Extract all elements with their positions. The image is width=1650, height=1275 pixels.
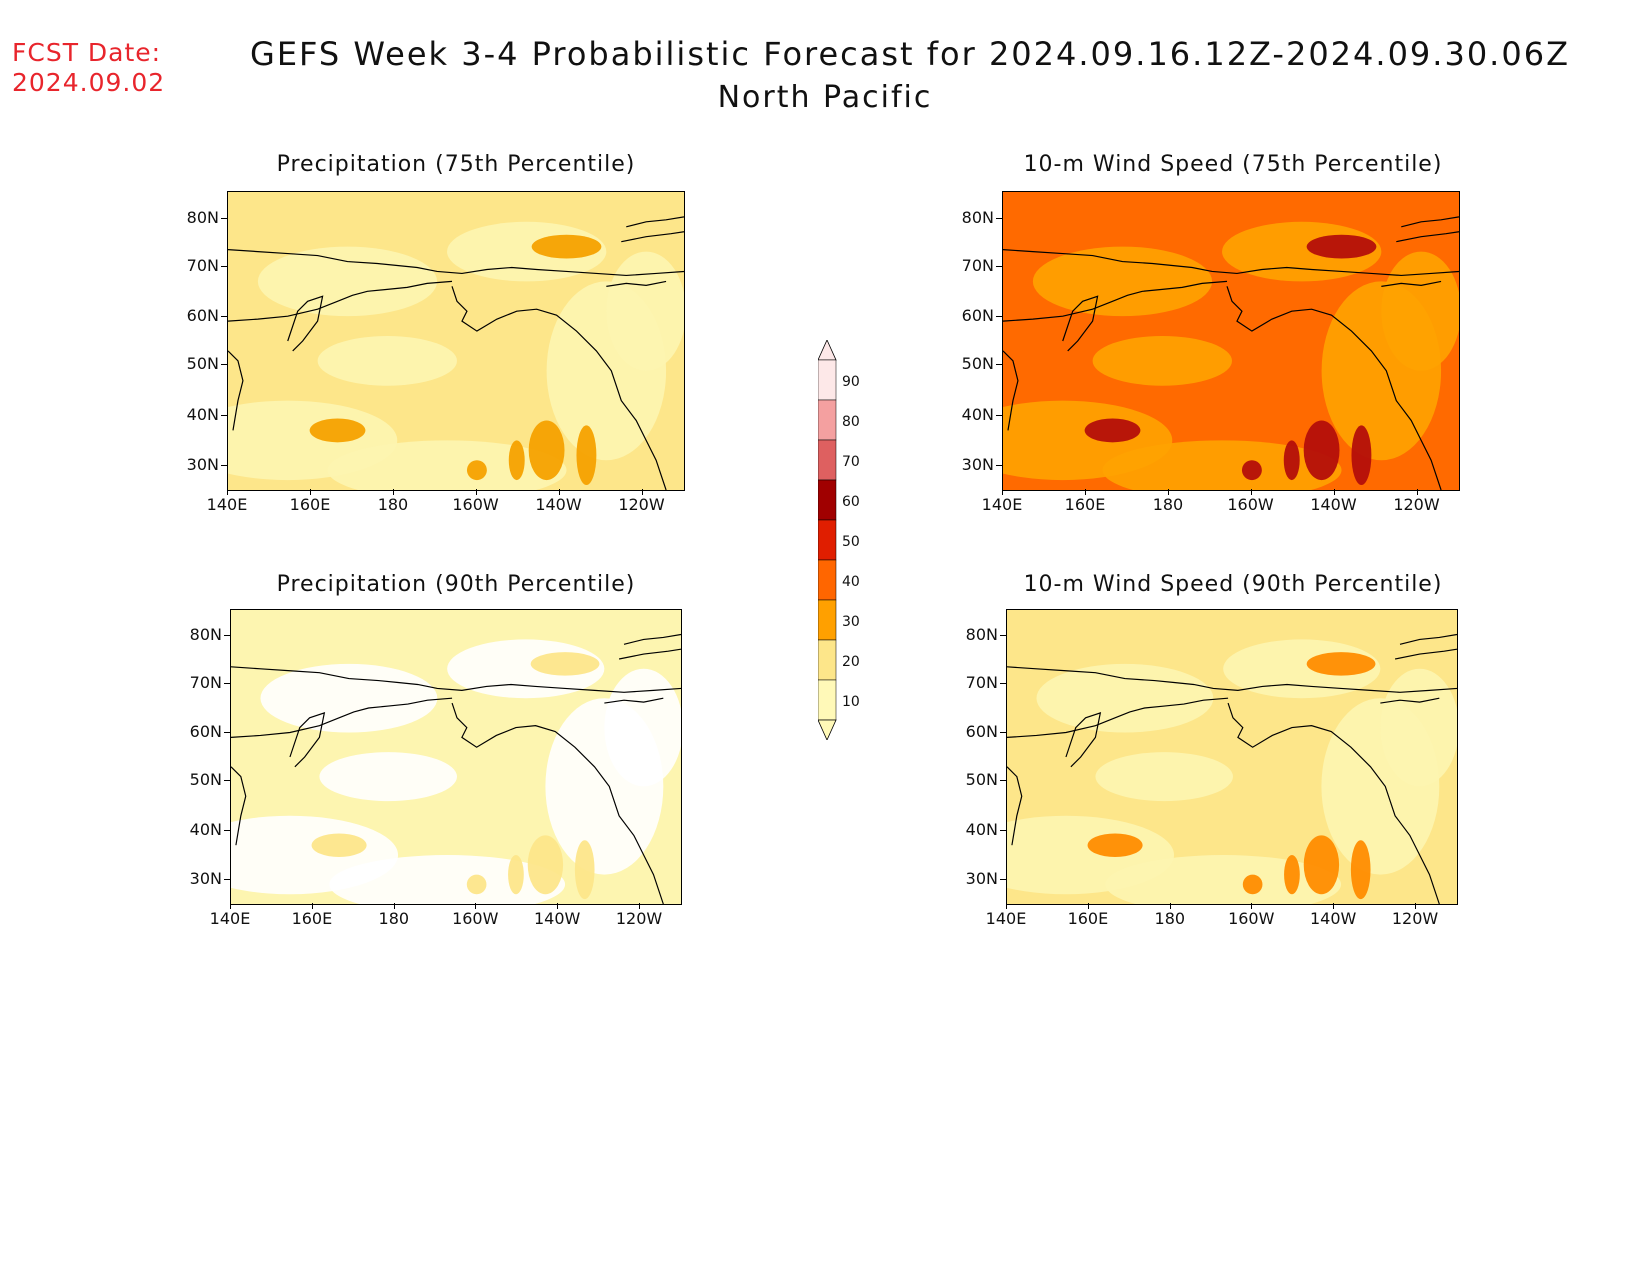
- lon-label: 180: [378, 909, 410, 928]
- map-wind-75: [1002, 191, 1460, 491]
- lon-label: 160E: [289, 495, 331, 514]
- lat-label: 60N: [961, 306, 994, 326]
- colorbar-label: 80: [842, 414, 860, 430]
- lon-label: 160E: [1067, 909, 1109, 928]
- lon-label: 120W: [1393, 495, 1440, 514]
- lat-label: 80N: [965, 625, 998, 645]
- lon-label: 140W: [1309, 909, 1357, 928]
- lat-label: 30N: [961, 455, 994, 475]
- colorbar: 90 80 70 60 50 40 30 20 10: [817, 339, 878, 744]
- lat-label: 30N: [186, 455, 219, 475]
- panel-title-precip-75: Precipitation (75th Percentile): [276, 152, 636, 177]
- lon-label: 160W: [1227, 495, 1274, 514]
- lon-label: 140E: [209, 909, 251, 928]
- lon-label: 140W: [533, 909, 581, 928]
- lon-label: 140E: [981, 495, 1023, 514]
- lat-label: 70N: [186, 255, 219, 275]
- lat-label: 80N: [961, 207, 994, 227]
- panel-title-wind-75: 10-m Wind Speed (75th Percentile): [1023, 152, 1443, 177]
- colorbar-label: 60: [842, 494, 860, 510]
- lat-label: 30N: [189, 869, 222, 889]
- lat-label: 50N: [965, 769, 998, 789]
- fcst-date-label: FCST Date:: [12, 38, 162, 67]
- lat-label: 70N: [965, 672, 998, 692]
- lat-label: 60N: [186, 306, 219, 326]
- lat-label: 60N: [965, 722, 998, 742]
- lat-label: 40N: [189, 819, 222, 839]
- lon-label: 140E: [985, 909, 1027, 928]
- lat-label: 80N: [189, 625, 222, 645]
- lon-label: 140W: [1310, 495, 1357, 514]
- lat-label: 50N: [189, 769, 222, 789]
- lat-label: 50N: [186, 353, 219, 373]
- main-title: GEFS Week 3-4 Probabilistic Forecast for…: [0, 32, 1650, 120]
- colorbar-label: 40: [842, 574, 860, 590]
- colorbar-scale: [817, 339, 837, 741]
- lat-label: 70N: [961, 255, 994, 275]
- map-field-precip-75: [228, 192, 684, 490]
- lat-label: 50N: [961, 353, 994, 373]
- title-text: GEFS Week 3-4 Probabilistic Forecast for…: [250, 35, 1570, 73]
- lon-label: 120W: [615, 909, 663, 928]
- colorbar-label: 30: [842, 614, 860, 630]
- map-field-wind-75: [1003, 192, 1459, 490]
- fcst-date-value: 2024.09.02: [12, 68, 166, 97]
- lat-label: 70N: [189, 672, 222, 692]
- lon-label: 120W: [1391, 909, 1439, 928]
- colorbar-label: 20: [842, 654, 860, 670]
- lon-label: 160W: [452, 495, 499, 514]
- colorbar-label: 90: [842, 374, 860, 390]
- fcst-date: FCST Date: 2024.09.02: [12, 38, 165, 98]
- lon-label: 160W: [1228, 909, 1275, 928]
- colorbar-label: 70: [842, 454, 860, 470]
- map-precip-90: [230, 609, 682, 905]
- lon-label: 120W: [618, 495, 665, 514]
- lon-label: 160W: [452, 909, 499, 928]
- colorbar-label: 50: [842, 534, 860, 550]
- lat-label: 40N: [186, 404, 219, 424]
- map-field-wind-90: [1007, 610, 1457, 904]
- map-wind-90: [1006, 609, 1458, 905]
- lat-label: 60N: [189, 722, 222, 742]
- lon-label: 140E: [206, 495, 248, 514]
- panel-title-wind-90: 10-m Wind Speed (90th Percentile): [1023, 572, 1443, 597]
- lon-label: 180: [1154, 909, 1186, 928]
- map-field-precip-90: [231, 610, 681, 904]
- subtitle-text: North Pacific: [717, 80, 933, 115]
- lon-label: 160E: [291, 909, 333, 928]
- map-precip-75: [227, 191, 685, 491]
- lat-label: 40N: [961, 404, 994, 424]
- lon-label: 180: [377, 495, 409, 514]
- panel-title-precip-90: Precipitation (90th Percentile): [276, 572, 636, 597]
- colorbar-label: 10: [842, 694, 860, 710]
- lon-label: 140W: [535, 495, 582, 514]
- lon-label: 180: [1152, 495, 1184, 514]
- lat-label: 30N: [965, 869, 998, 889]
- lat-label: 80N: [186, 207, 219, 227]
- lon-label: 160E: [1064, 495, 1106, 514]
- lat-label: 40N: [965, 819, 998, 839]
